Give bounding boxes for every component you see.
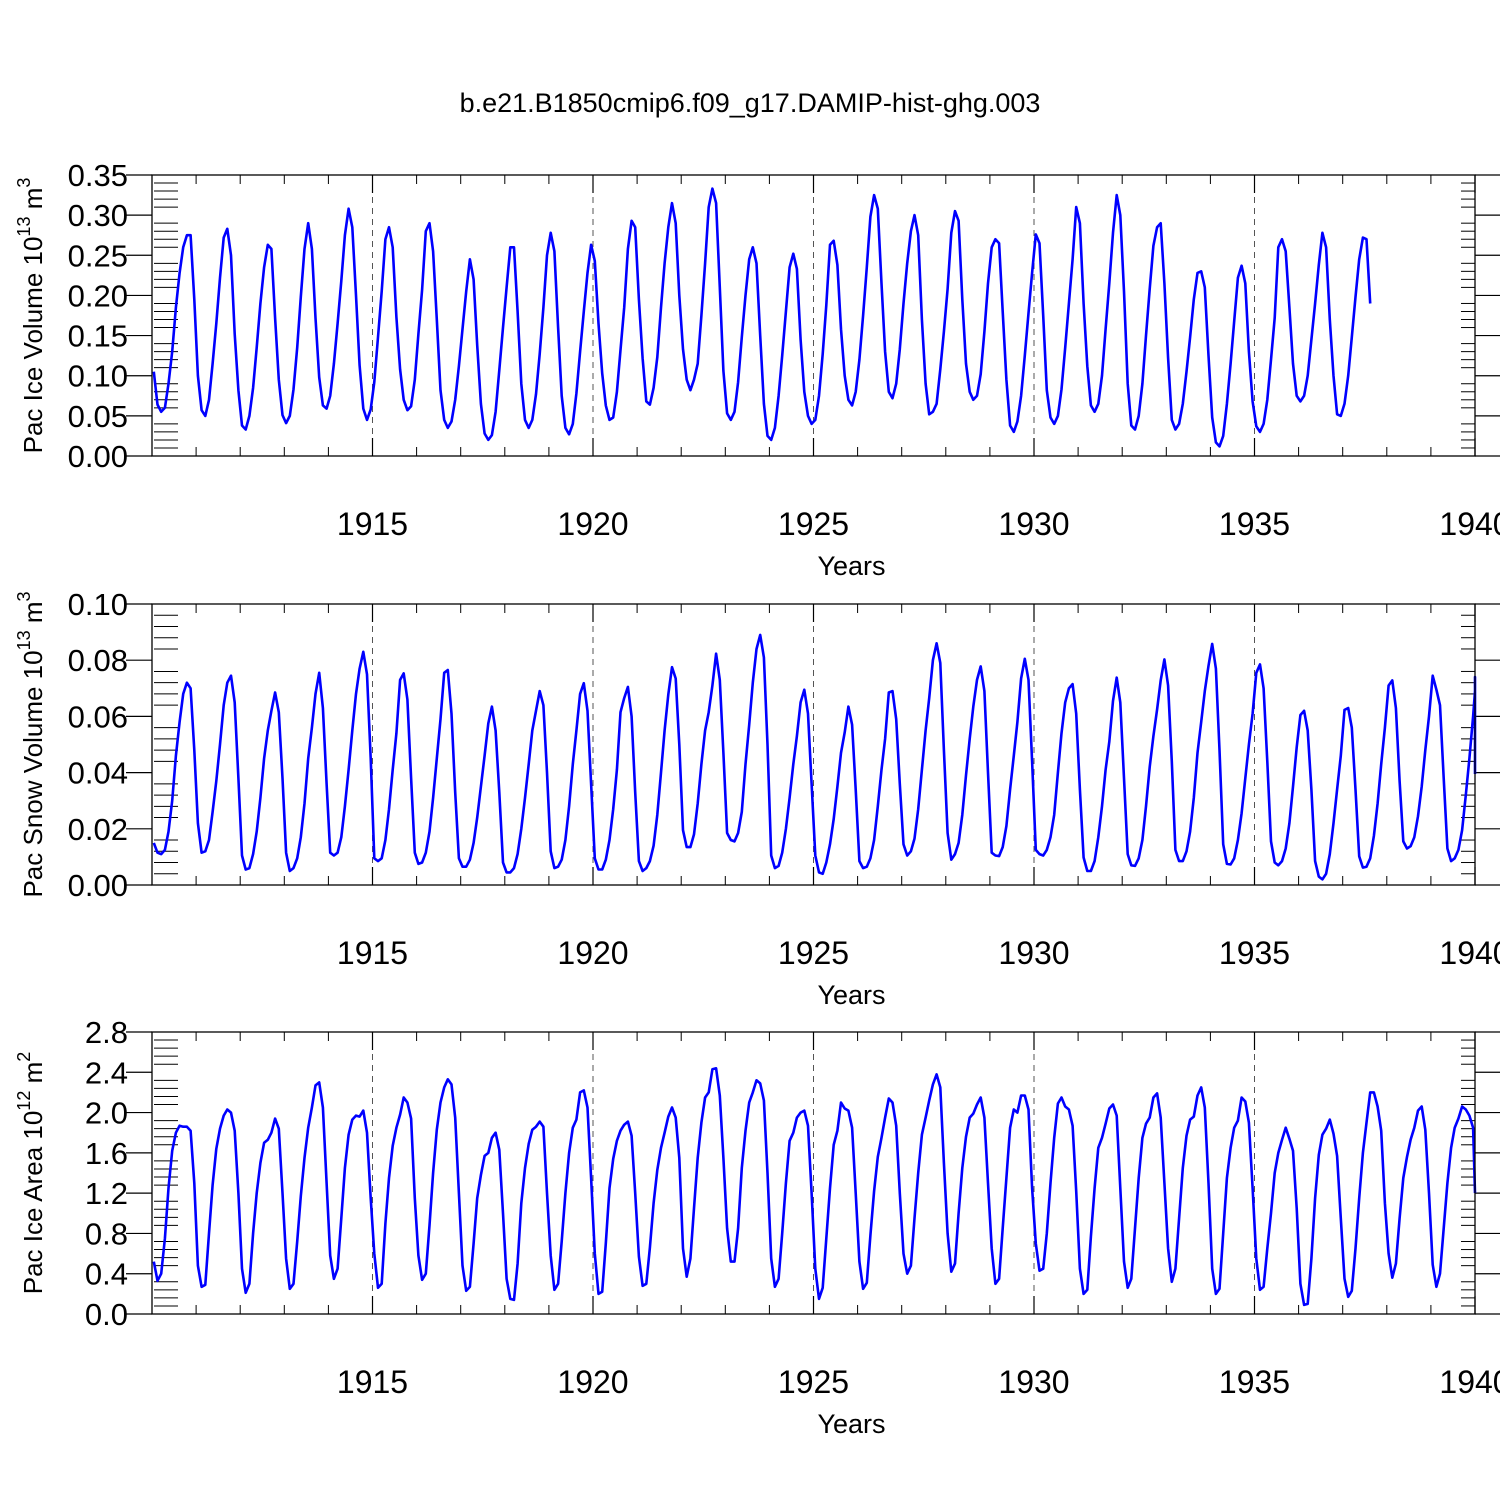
x-tick-label: 1920 bbox=[557, 935, 628, 971]
y-tick-label: 0.10 bbox=[68, 359, 128, 394]
plot-frame bbox=[151, 1031, 1476, 1315]
x-tick-label: 1915 bbox=[337, 1364, 408, 1400]
plot-frame bbox=[151, 603, 1476, 886]
y-axis-title-text: Pac Snow Volume 10 bbox=[18, 650, 48, 897]
x-tick-label: 1915 bbox=[337, 935, 408, 971]
y-tick-label: 2.8 bbox=[85, 1015, 128, 1050]
x-tick-label: 1935 bbox=[1219, 935, 1290, 971]
y-tick-label: 0.02 bbox=[68, 812, 128, 847]
y-axis-title: Pac Snow Volume 1013 m3 bbox=[14, 591, 48, 897]
y-tick-label: 0.00 bbox=[68, 868, 128, 903]
y-tick-label: 0.05 bbox=[68, 399, 128, 434]
x-tick-label: 1920 bbox=[557, 506, 628, 542]
plot-frame bbox=[151, 174, 1476, 457]
x-tick-label: 1930 bbox=[998, 1364, 1069, 1400]
x-tick-label: 1925 bbox=[778, 506, 849, 542]
x-axis-title: Years bbox=[817, 1409, 885, 1439]
y-tick-label: 2.4 bbox=[85, 1055, 128, 1090]
y-axis-title-text: m bbox=[18, 188, 48, 217]
x-axis-title: Years bbox=[817, 551, 885, 581]
y-axis-title-exponent: 2 bbox=[14, 1052, 34, 1062]
figure-title: b.e21.B1850cmip6.f09_g17.DAMIP-hist-ghg.… bbox=[460, 88, 1041, 118]
y-tick-label: 0.30 bbox=[68, 198, 128, 233]
y-axis-title-text: m bbox=[18, 1062, 48, 1091]
x-tick-label: 1930 bbox=[998, 935, 1069, 971]
y-axis-title-exponent: 13 bbox=[14, 630, 34, 650]
x-tick-label: 1930 bbox=[998, 506, 1069, 542]
y-axis-title-exponent: 3 bbox=[14, 591, 34, 601]
x-tick-label: 1920 bbox=[557, 1364, 628, 1400]
y-tick-label: 1.6 bbox=[85, 1136, 128, 1171]
y-axis-title-text: Pac Ice Volume 10 bbox=[18, 237, 48, 454]
series-line bbox=[152, 1067, 1477, 1307]
x-tick-label: 1935 bbox=[1219, 1364, 1290, 1400]
y-axis-title: Pac Ice Area 1012 m2 bbox=[14, 1052, 48, 1295]
y-tick-label: 2.0 bbox=[85, 1096, 128, 1131]
x-tick-label: 1915 bbox=[337, 506, 408, 542]
y-axis-title-text: Pac Ice Area 10 bbox=[18, 1111, 48, 1295]
y-tick-label: 0.20 bbox=[68, 278, 128, 313]
y-tick-label: 0.15 bbox=[68, 319, 128, 354]
y-axis-title: Pac Ice Volume 1013 m3 bbox=[14, 178, 48, 454]
y-tick-label: 1.2 bbox=[85, 1176, 128, 1211]
series-line bbox=[152, 633, 1477, 881]
x-axis-title: Years bbox=[817, 980, 885, 1010]
x-tick-label: 1935 bbox=[1219, 506, 1290, 542]
y-tick-label: 0.00 bbox=[68, 439, 128, 474]
y-tick-label: 0.04 bbox=[68, 756, 128, 791]
y-tick-label: 0.8 bbox=[85, 1216, 128, 1251]
y-tick-label: 0.08 bbox=[68, 643, 128, 678]
y-tick-label: 0.10 bbox=[68, 587, 128, 622]
x-tick-label: 1925 bbox=[778, 1364, 849, 1400]
y-tick-label: 0.35 bbox=[68, 158, 128, 193]
y-tick-label: 0.0 bbox=[85, 1297, 128, 1332]
y-axis-title-exponent: 13 bbox=[14, 217, 34, 237]
y-axis-title-exponent: 12 bbox=[14, 1091, 34, 1111]
y-tick-label: 0.25 bbox=[68, 238, 128, 273]
x-tick-label: 1925 bbox=[778, 935, 849, 971]
series-line bbox=[152, 187, 1372, 448]
y-tick-label: 0.06 bbox=[68, 699, 128, 734]
y-tick-label: 0.4 bbox=[85, 1257, 128, 1292]
y-axis-title-exponent: 3 bbox=[14, 178, 34, 188]
y-axis-title-text: m bbox=[18, 601, 48, 630]
